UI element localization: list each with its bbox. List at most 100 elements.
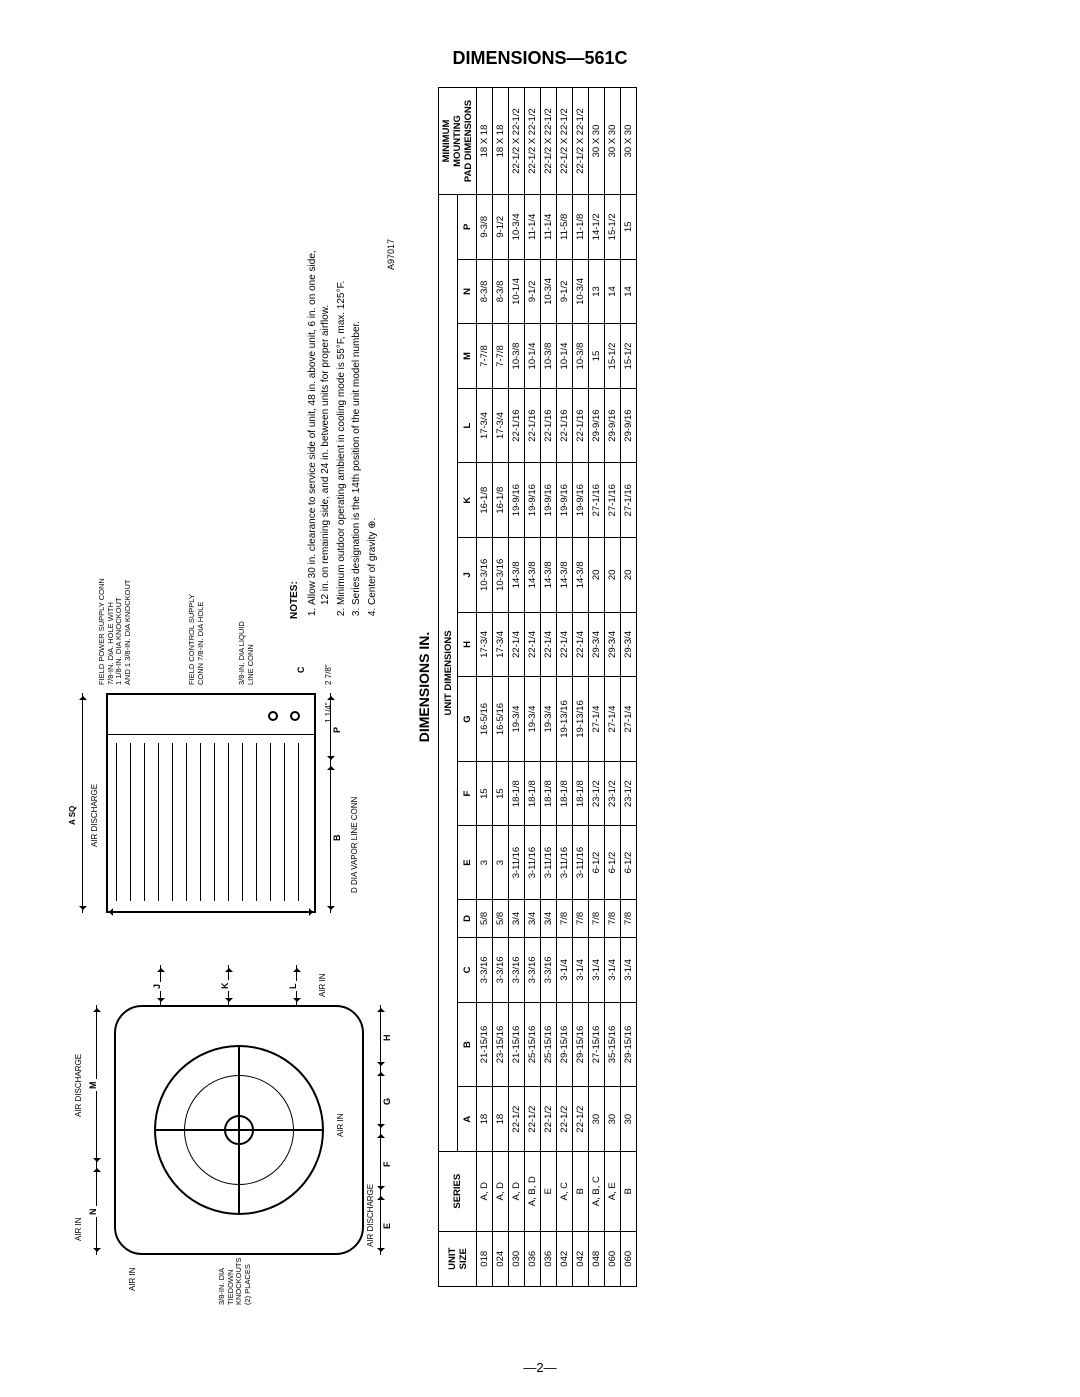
cell: 3-11/16 — [525, 826, 541, 899]
cell: 3-1/4 — [621, 938, 637, 1003]
cell: 19-9/16 — [557, 463, 573, 538]
th-dim-e: E — [458, 826, 477, 899]
cell: 3-3/16 — [525, 938, 541, 1003]
cell: 14-3/8 — [525, 538, 541, 613]
cell: 19-13/16 — [573, 677, 589, 762]
cell: 19-9/16 — [573, 463, 589, 538]
vapor-line-note: D DIA VAPOR LINE CONN — [350, 797, 359, 893]
th-dim-d: D — [458, 899, 477, 937]
table-row: 018A, D1821-15/163-3/165/831516-5/1617-3… — [477, 88, 493, 1287]
table-row: 024A, D1823-15/163-3/165/831516-5/1617-3… — [493, 88, 509, 1287]
front-view: AIR IN AIR DISCHARGE N M AIR IN 3/8-IN. … — [68, 957, 398, 1287]
dim-p: P — [332, 725, 342, 735]
cell: 22-1/4 — [525, 612, 541, 677]
cell: 22-1/16 — [573, 388, 589, 463]
cell: 18 X 18 — [477, 88, 493, 195]
dim-c: C — [296, 665, 306, 676]
frac-1: 1 1/4" — [324, 702, 333, 723]
cell: 14 — [605, 259, 621, 324]
cell: 18 X 18 — [493, 88, 509, 195]
air-in-left: AIR IN — [128, 1267, 137, 1291]
th-unit-size: UNITSIZE — [439, 1231, 477, 1286]
cell: 15-1/2 — [621, 324, 637, 389]
th-dim-n: N — [458, 259, 477, 324]
dim-k: K — [220, 981, 230, 992]
cell: 22-1/2 — [509, 1087, 525, 1152]
cell: 35-15/16 — [605, 1002, 621, 1087]
cell: 15 — [589, 324, 605, 389]
cell: 16-1/8 — [477, 463, 493, 538]
cell: 16-1/8 — [493, 463, 509, 538]
cell: 17-3/4 — [493, 388, 509, 463]
cell: A, C — [557, 1151, 573, 1231]
cell: 29-15/16 — [573, 1002, 589, 1087]
cell: B — [621, 1151, 637, 1231]
cell: 30 X 30 — [605, 88, 621, 195]
dim-f: F — [382, 1160, 392, 1170]
cell: 9-1/2 — [493, 195, 509, 260]
cell: 22-1/2 X 22-1/2 — [541, 88, 557, 195]
page-footer: —2— — [0, 1360, 1080, 1375]
table-row: 042A, C22-1/229-15/163-1/47/83-11/1618-1… — [557, 88, 573, 1287]
cell: 25-15/16 — [525, 1002, 541, 1087]
drawing-ref: A97017 — [385, 239, 397, 619]
cell: 3-3/16 — [477, 938, 493, 1003]
cell: 17-3/4 — [477, 612, 493, 677]
cell: 22-1/2 — [573, 1087, 589, 1152]
cell: 9-1/2 — [525, 259, 541, 324]
cell: B — [573, 1151, 589, 1231]
cell: 22-1/2 X 22-1/2 — [509, 88, 525, 195]
a-sq-label: A SQ — [68, 806, 77, 825]
cell: 5/8 — [477, 899, 493, 937]
cell: 23-15/16 — [493, 1002, 509, 1087]
cell: A, E — [605, 1151, 621, 1231]
cell: 10-3/16 — [477, 538, 493, 613]
cell: 19-9/16 — [525, 463, 541, 538]
table-row: 030A, D22-1/221-15/163-3/163/43-11/1618-… — [509, 88, 525, 1287]
table-body: 018A, D1821-15/163-3/165/831516-5/1617-3… — [477, 88, 637, 1287]
th-series: SERIES — [439, 1151, 477, 1231]
cell: 25-15/16 — [541, 1002, 557, 1087]
cell: 18 — [493, 1087, 509, 1152]
drawing-row: AIR IN AIR DISCHARGE N M AIR IN 3/8-IN. … — [68, 87, 398, 1287]
cell: 15-1/2 — [605, 324, 621, 389]
cell: 7-7/8 — [477, 324, 493, 389]
cell: 29-3/4 — [589, 612, 605, 677]
cell: 29-9/16 — [621, 388, 637, 463]
cell: 14-3/8 — [541, 538, 557, 613]
cell: 10-3/4 — [573, 259, 589, 324]
cell: 14 — [621, 259, 637, 324]
cell: 10-3/8 — [541, 324, 557, 389]
cell: 3-3/16 — [493, 938, 509, 1003]
cell: 22-1/4 — [541, 612, 557, 677]
cell: 3/4 — [541, 899, 557, 937]
cell: 22-1/2 X 22-1/2 — [573, 88, 589, 195]
cell: 042 — [557, 1231, 573, 1286]
cell: A, D — [477, 1151, 493, 1231]
cell: 3 — [477, 826, 493, 899]
side-view: A SQ AIR DISCHARGE — [68, 643, 368, 933]
th-dim-h: H — [458, 612, 477, 677]
th-dim-p: P — [458, 195, 477, 260]
cell: 29-15/16 — [621, 1002, 637, 1087]
cell: 30 — [589, 1087, 605, 1152]
cell: 30 X 30 — [589, 88, 605, 195]
cell: 9-1/2 — [557, 259, 573, 324]
cell: 10-1/4 — [509, 259, 525, 324]
cell: 036 — [541, 1231, 557, 1286]
cell: 15 — [621, 195, 637, 260]
cell: 22-1/4 — [509, 612, 525, 677]
cell: 22-1/16 — [557, 388, 573, 463]
cell: 29-3/4 — [621, 612, 637, 677]
liquid-line-note: 3/8-IN. DIA LIQUIDLINE CONN — [238, 525, 255, 685]
cell: 20 — [589, 538, 605, 613]
cell: 7/8 — [589, 899, 605, 937]
cell: 22-1/4 — [557, 612, 573, 677]
cell: 7/8 — [557, 899, 573, 937]
dimensions-table: UNITSIZE SERIES UNIT DIMENSIONS MINIMUMM… — [438, 87, 637, 1287]
cell: 18-1/8 — [541, 761, 557, 826]
cell: 3 — [493, 826, 509, 899]
sheet: AIR IN AIR DISCHARGE N M AIR IN 3/8-IN. … — [68, 87, 1012, 1287]
cell: 19-3/4 — [509, 677, 525, 762]
cell: 23-1/2 — [621, 761, 637, 826]
